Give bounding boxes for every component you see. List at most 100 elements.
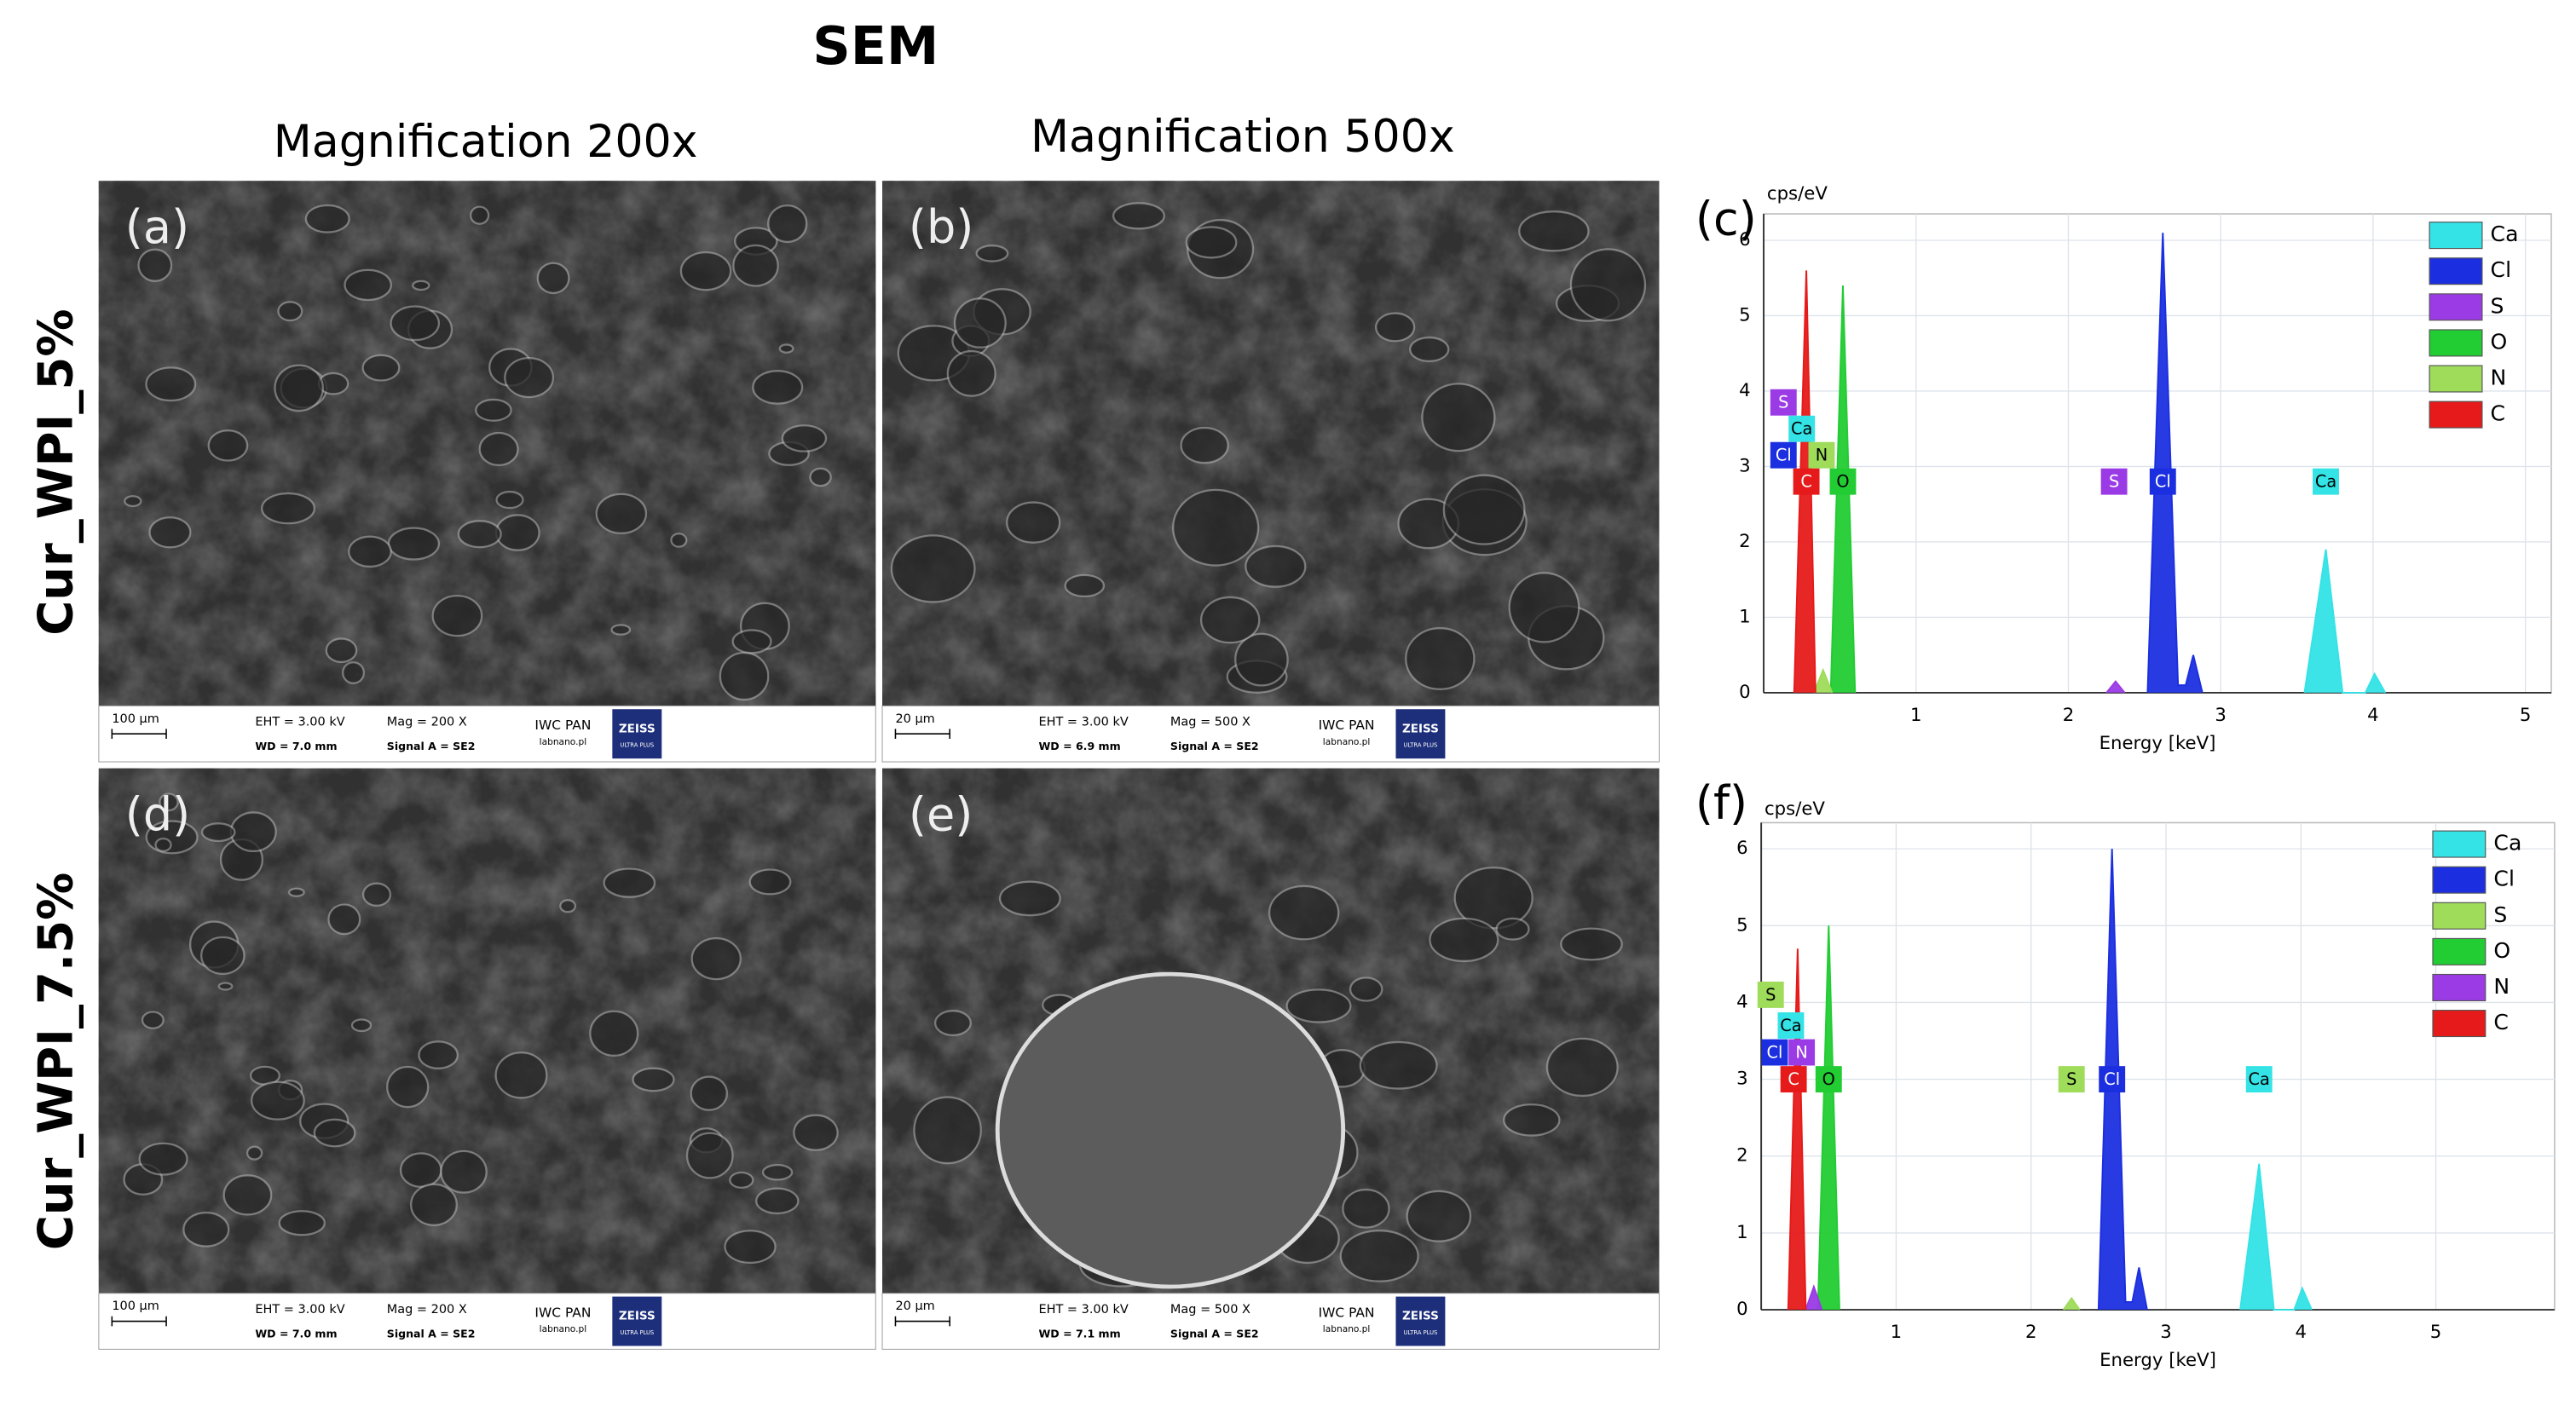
info-text: WD = 7.0 mm — [255, 1328, 337, 1340]
peak-label: O — [1836, 472, 1849, 492]
pore — [399, 1152, 442, 1189]
y-tick-label: 4 — [1739, 380, 1751, 401]
pore — [603, 867, 656, 898]
plot-area — [1760, 821, 2556, 1311]
row-label: Cur_WPI_7.5% — [29, 873, 84, 1250]
pore — [1359, 1040, 1438, 1090]
pore — [410, 1183, 458, 1226]
pore — [1234, 632, 1289, 687]
spectrum-peak — [1805, 1284, 1823, 1311]
info-text: IWC PAN — [1319, 717, 1375, 733]
info-text: IWC PAN — [534, 717, 591, 733]
peak-label-box — [1788, 415, 1816, 442]
peak-label-box — [2100, 468, 2128, 495]
pore — [793, 1114, 839, 1151]
pore — [767, 204, 808, 244]
pore — [200, 822, 236, 843]
spectrum-peak — [2303, 549, 2387, 694]
logo-text: ZEISS — [1402, 722, 1439, 735]
x-tick-label: 3 — [2160, 1322, 2172, 1343]
info-text: Mag = 200 X — [387, 1303, 467, 1317]
pore — [1185, 226, 1238, 259]
spectrum-peak — [1787, 948, 1807, 1311]
pore — [390, 305, 441, 342]
panel-label: (b) — [909, 200, 973, 254]
pore — [559, 899, 577, 913]
panel-label: (e) — [909, 787, 973, 841]
legend-label: N — [2493, 974, 2510, 999]
y-tick-label: 2 — [1736, 1145, 1748, 1167]
column-header: Magnification 500x — [1031, 112, 1455, 163]
scale-bar — [894, 1316, 950, 1327]
pore — [998, 880, 1061, 917]
x-axis-label: Energy [keV] — [2099, 733, 2216, 754]
pore — [670, 533, 688, 548]
peak-label: Ca — [2315, 472, 2336, 492]
pore — [778, 343, 794, 354]
legend-label: C — [2493, 1010, 2509, 1034]
scale-label: 100 µm — [112, 712, 159, 726]
info-bar — [98, 705, 876, 763]
pore — [386, 1065, 430, 1109]
spectrum-peak — [2239, 1163, 2313, 1311]
pore — [1405, 627, 1476, 690]
large-pore — [995, 971, 1346, 1289]
legend-label: O — [2493, 938, 2510, 963]
pore — [145, 366, 197, 402]
info-bar — [881, 705, 1660, 763]
pore — [350, 1018, 373, 1033]
info-text: Mag = 500 X — [1170, 1303, 1250, 1317]
legend-swatch — [2432, 1010, 2486, 1038]
y-tick-label: 6 — [1736, 838, 1748, 859]
column-header: Magnification 200x — [274, 117, 698, 168]
pore — [138, 1142, 188, 1176]
pore — [1112, 202, 1165, 230]
pore — [159, 792, 179, 812]
x-axis-label: Energy [keV] — [2099, 1350, 2216, 1371]
peak-label: N — [1795, 1042, 1807, 1062]
peak-label: Ca — [2249, 1069, 2270, 1089]
peak-label: Ca — [1791, 419, 1812, 439]
y-tick-label: 0 — [1739, 682, 1751, 703]
pore — [1349, 977, 1383, 1002]
peak-label-box — [1777, 1012, 1805, 1039]
pore — [536, 262, 570, 295]
logo-text: ZEISS — [619, 1310, 656, 1323]
info-text: labnano.pl — [1323, 1323, 1371, 1334]
info-text: IWC PAN — [534, 1305, 591, 1320]
pore — [217, 982, 234, 991]
spectrum-peak — [2105, 680, 2126, 694]
peak-label: S — [2066, 1069, 2076, 1089]
peak-label: C — [1788, 1069, 1799, 1089]
spectrum-peak — [1813, 667, 1834, 694]
pore — [361, 354, 401, 382]
pore — [457, 520, 502, 549]
y-tick-label: 1 — [1739, 606, 1751, 627]
legend-label: Ca — [2491, 222, 2519, 246]
pore — [1421, 383, 1496, 452]
peak-label: Cl — [2104, 1069, 2120, 1089]
peak-label-box — [1793, 468, 1820, 495]
pore — [278, 1210, 326, 1236]
pore — [207, 429, 249, 462]
pore — [1006, 501, 1061, 544]
pore — [781, 424, 828, 452]
pore — [325, 637, 358, 664]
legend-swatch — [2432, 973, 2486, 1001]
y-tick-label: 5 — [1739, 304, 1751, 326]
peak-label: N — [1816, 446, 1828, 465]
pore — [1569, 248, 1647, 322]
info-bar — [881, 1293, 1660, 1350]
peak-label-box — [1808, 441, 1835, 469]
pore — [277, 301, 303, 322]
pore — [124, 495, 142, 508]
pore — [440, 1150, 488, 1194]
pore — [494, 514, 540, 551]
pore — [724, 1230, 777, 1265]
x-tick-label: 5 — [2520, 705, 2532, 726]
pore — [154, 837, 172, 852]
pore — [761, 1163, 794, 1181]
logo-text: ZEISS — [619, 722, 656, 735]
